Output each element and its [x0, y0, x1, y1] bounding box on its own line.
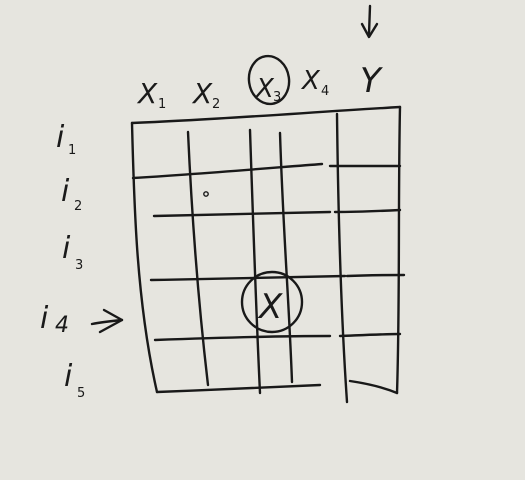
row-i4-arrow-icon: [90, 308, 124, 334]
column-header-x4-subscript: 4: [321, 84, 329, 99]
column-header-x2-subscript: 2: [212, 97, 220, 112]
column-header-x2-letter: X: [191, 77, 213, 110]
grid-row-line-3-y: [345, 273, 406, 278]
column-header-x3: X 3: [247, 54, 291, 106]
row-label-i4: i 4: [40, 301, 124, 338]
grid-row-line-4-y: [338, 332, 402, 338]
row-label-i5: i 5: [64, 359, 85, 401]
cell-dot-mark: [203, 191, 209, 197]
column-header-x4: X 4: [300, 66, 329, 99]
column-header-x4-letter: X: [300, 66, 321, 96]
grid-row-line-1: [131, 162, 324, 180]
row-label-i1-subscript: 1: [68, 143, 76, 158]
row-label-i4-subscript: 4: [55, 313, 69, 338]
column-header-x1-subscript: 1: [158, 97, 166, 112]
row-label-i3-letter: i: [62, 231, 71, 266]
row-label-i3-subscript: 3: [75, 258, 83, 273]
row-label-i1-letter: i: [56, 120, 65, 155]
row-label-i3: i 3: [62, 231, 83, 273]
grid-column-line-1: [186, 130, 210, 387]
column-header-x2: X 2: [191, 77, 220, 112]
data-table-grid: [130, 105, 406, 404]
missing-cell-x-mark: X: [257, 287, 283, 327]
missing-cell-marker: X: [240, 270, 304, 334]
row-label-i2: i 2: [61, 174, 82, 214]
grid-bottom-border: [155, 383, 322, 394]
grid-column-line-3: [278, 131, 294, 384]
row-label-i1: i 1: [56, 120, 76, 158]
grid-column-line-y-separator: [335, 112, 349, 404]
column-header-x3-subscript: 3: [273, 90, 281, 105]
row-label-i2-letter: i: [61, 174, 70, 209]
grid-row-line-2: [152, 210, 332, 218]
row-label-i5-letter: i: [64, 359, 73, 394]
target-arrow-icon: [360, 4, 379, 39]
grid-column-line-2: [248, 128, 262, 395]
grid-row-line-3: [149, 274, 347, 282]
column-header-x1: X 1: [136, 77, 166, 112]
column-x3-circle-mark: [247, 54, 291, 106]
column-header-y: Y: [360, 61, 383, 101]
grid-row-line-4: [153, 334, 332, 342]
grid-bottom-border-y: [348, 379, 399, 395]
row-label-i5-subscript: 5: [77, 386, 85, 401]
column-header-y-letter: Y: [360, 61, 383, 101]
row-label-i4-letter: i: [40, 301, 49, 336]
grid-top-border: [130, 105, 402, 125]
missing-cell-circle: [240, 270, 304, 334]
row-label-i2-subscript: 2: [74, 199, 82, 214]
column-header-x1-letter: X: [136, 77, 158, 110]
grid-right-border: [395, 105, 402, 395]
column-header-x3-letter: X: [254, 74, 275, 104]
grid-row-line-2-y: [333, 208, 402, 214]
grid-left-border: [130, 121, 159, 394]
